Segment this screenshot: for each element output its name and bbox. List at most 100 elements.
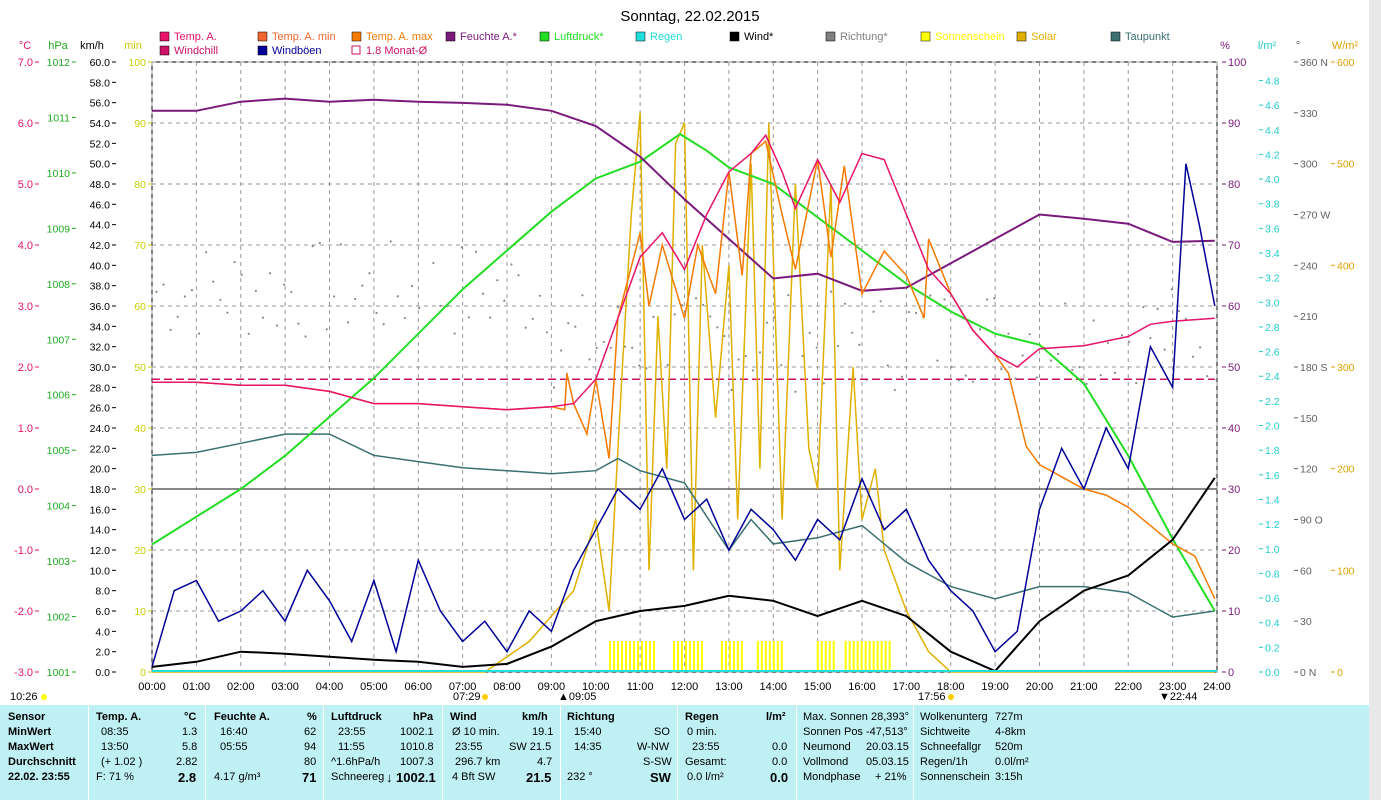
x-tick-24: 24:00 bbox=[1203, 681, 1231, 693]
tick-wind-7: 46.0 bbox=[90, 199, 111, 211]
direction-dot bbox=[950, 365, 953, 368]
direction-dot bbox=[1057, 352, 1060, 355]
direction-dot bbox=[673, 313, 676, 316]
press-avg-trend: ^1.6hPa/h bbox=[331, 756, 381, 768]
direction-dot bbox=[538, 294, 541, 297]
legend-swatch-5 bbox=[635, 31, 646, 42]
tick-rain-12: 2.4 bbox=[1265, 371, 1280, 383]
direction-dot bbox=[283, 283, 286, 286]
tick-wind-8: 44.0 bbox=[90, 220, 111, 232]
direction-dot bbox=[1064, 302, 1067, 305]
press-now-value: 1002.1 bbox=[396, 770, 436, 785]
weather-value-2: 520m bbox=[995, 741, 1023, 753]
weather-label-2: Schneefallgr bbox=[920, 741, 982, 753]
dir-max-time: 14:35 bbox=[574, 741, 602, 753]
stats-header-temp-unit: °C bbox=[184, 711, 197, 723]
x-tick-19: 19:00 bbox=[981, 681, 1009, 693]
tick-pressure-6: 1006 bbox=[47, 390, 71, 402]
direction-dot bbox=[453, 332, 456, 335]
tick-temp-2: 5.0 bbox=[18, 179, 33, 191]
temp-max-value: 5.8 bbox=[182, 741, 198, 753]
tick-rain-11: 2.6 bbox=[1265, 347, 1280, 359]
temp-max-time: 13:50 bbox=[101, 741, 129, 753]
sunshine-bar-16 bbox=[688, 641, 691, 671]
dir-min-value: SO bbox=[654, 726, 670, 738]
weather-label-1: Sichtweite bbox=[920, 726, 971, 738]
direction-dot bbox=[254, 289, 257, 292]
x-tick-0: 00:00 bbox=[138, 681, 166, 693]
sunshine-bar-5 bbox=[629, 641, 632, 671]
legend-swatch-1 bbox=[257, 31, 268, 42]
direction-dot bbox=[1156, 307, 1159, 310]
direction-dot bbox=[978, 328, 982, 331]
direction-dot bbox=[595, 346, 598, 349]
tick-temp-10: -3.0 bbox=[14, 667, 33, 679]
direction-dot bbox=[588, 358, 591, 361]
direction-dot bbox=[1106, 341, 1109, 345]
direction-dot bbox=[1128, 340, 1131, 343]
sunshine-bar-9 bbox=[645, 641, 648, 671]
tick-humidity-9: 10 bbox=[1228, 606, 1240, 618]
tick-rain-22: 0.4 bbox=[1265, 618, 1280, 630]
direction-dot bbox=[794, 390, 797, 393]
stats-header-rain-unit: l/m² bbox=[766, 711, 786, 723]
astro-label-4: Mondphase bbox=[803, 771, 861, 783]
tick-humidity-4: 60 bbox=[1228, 301, 1240, 313]
axis-unit-direction: ° bbox=[1296, 40, 1300, 52]
tick-pressure-10: 1002 bbox=[47, 612, 71, 624]
sunshine-bar-6 bbox=[633, 641, 636, 671]
weather-label-4: Sonnenschein bbox=[920, 771, 990, 783]
legend-label-12: Windböen bbox=[272, 45, 322, 57]
sunshine-bar-39 bbox=[848, 641, 851, 671]
astro-label-3: Vollmond bbox=[803, 756, 849, 768]
direction-dot bbox=[1078, 366, 1081, 369]
wind-avg10-value: 19.1 bbox=[532, 726, 554, 738]
legend-swatch-11 bbox=[159, 45, 170, 56]
direction-dot bbox=[503, 299, 506, 302]
direction-dot bbox=[929, 294, 932, 297]
direction-dot bbox=[744, 354, 747, 358]
x-tick-3: 03:00 bbox=[271, 681, 299, 693]
tick-rain-10: 2.8 bbox=[1265, 322, 1280, 334]
tick-rain-20: 0.8 bbox=[1265, 568, 1280, 580]
direction-dot bbox=[311, 245, 314, 248]
weather-label-0: Wolkenunterg bbox=[920, 711, 988, 723]
tick-rain-17: 1.4 bbox=[1265, 494, 1280, 506]
direction-dot bbox=[900, 375, 904, 378]
tick-solar-1: 500 bbox=[1337, 159, 1355, 171]
sunshine-bar-7 bbox=[637, 641, 640, 671]
sunshine-bar-2 bbox=[617, 641, 620, 671]
tick-direction-3: 270 W bbox=[1300, 210, 1330, 222]
hum-min-time: 16:40 bbox=[220, 726, 248, 738]
x-tick-21: 21:00 bbox=[1070, 681, 1098, 693]
rain-now-value: 0.0 bbox=[770, 770, 789, 785]
direction-dot bbox=[787, 294, 790, 297]
series-wind- bbox=[151, 477, 1216, 673]
direction-dot bbox=[1206, 374, 1209, 378]
tick-solar-5: 100 bbox=[1337, 565, 1355, 577]
sunshine-bar-44 bbox=[868, 641, 871, 671]
tick-wind-29: 2.0 bbox=[95, 647, 110, 659]
direction-dot bbox=[631, 346, 634, 349]
tick-minutes-1: 90 bbox=[134, 118, 146, 130]
direction-dot bbox=[801, 354, 804, 357]
legend-label-10: Taupunkt bbox=[1125, 31, 1170, 43]
marker-sunset: 17:56 bbox=[918, 691, 946, 703]
tick-temp-6: 1.0 bbox=[18, 423, 33, 435]
direction-dot bbox=[943, 298, 946, 301]
temp-avg-value: 2.82 bbox=[176, 756, 198, 768]
tick-wind-3: 54.0 bbox=[90, 118, 111, 130]
tick-rain-3: 4.2 bbox=[1265, 149, 1280, 161]
x-tick-18: 18:00 bbox=[937, 681, 965, 693]
direction-dot bbox=[418, 306, 421, 310]
tick-wind-15: 30.0 bbox=[90, 362, 111, 374]
sunshine-bar-27 bbox=[760, 641, 763, 671]
tick-humidity-6: 40 bbox=[1228, 423, 1240, 435]
sunshine-bar-30 bbox=[772, 641, 775, 671]
sunshine-bar-13 bbox=[676, 641, 679, 671]
tick-rain-1: 4.6 bbox=[1265, 100, 1280, 112]
tick-wind-18: 24.0 bbox=[90, 423, 111, 435]
sunshine-bar-32 bbox=[780, 641, 783, 671]
sunshine-bar-18 bbox=[696, 641, 699, 671]
x-tick-14: 14:00 bbox=[759, 681, 787, 693]
